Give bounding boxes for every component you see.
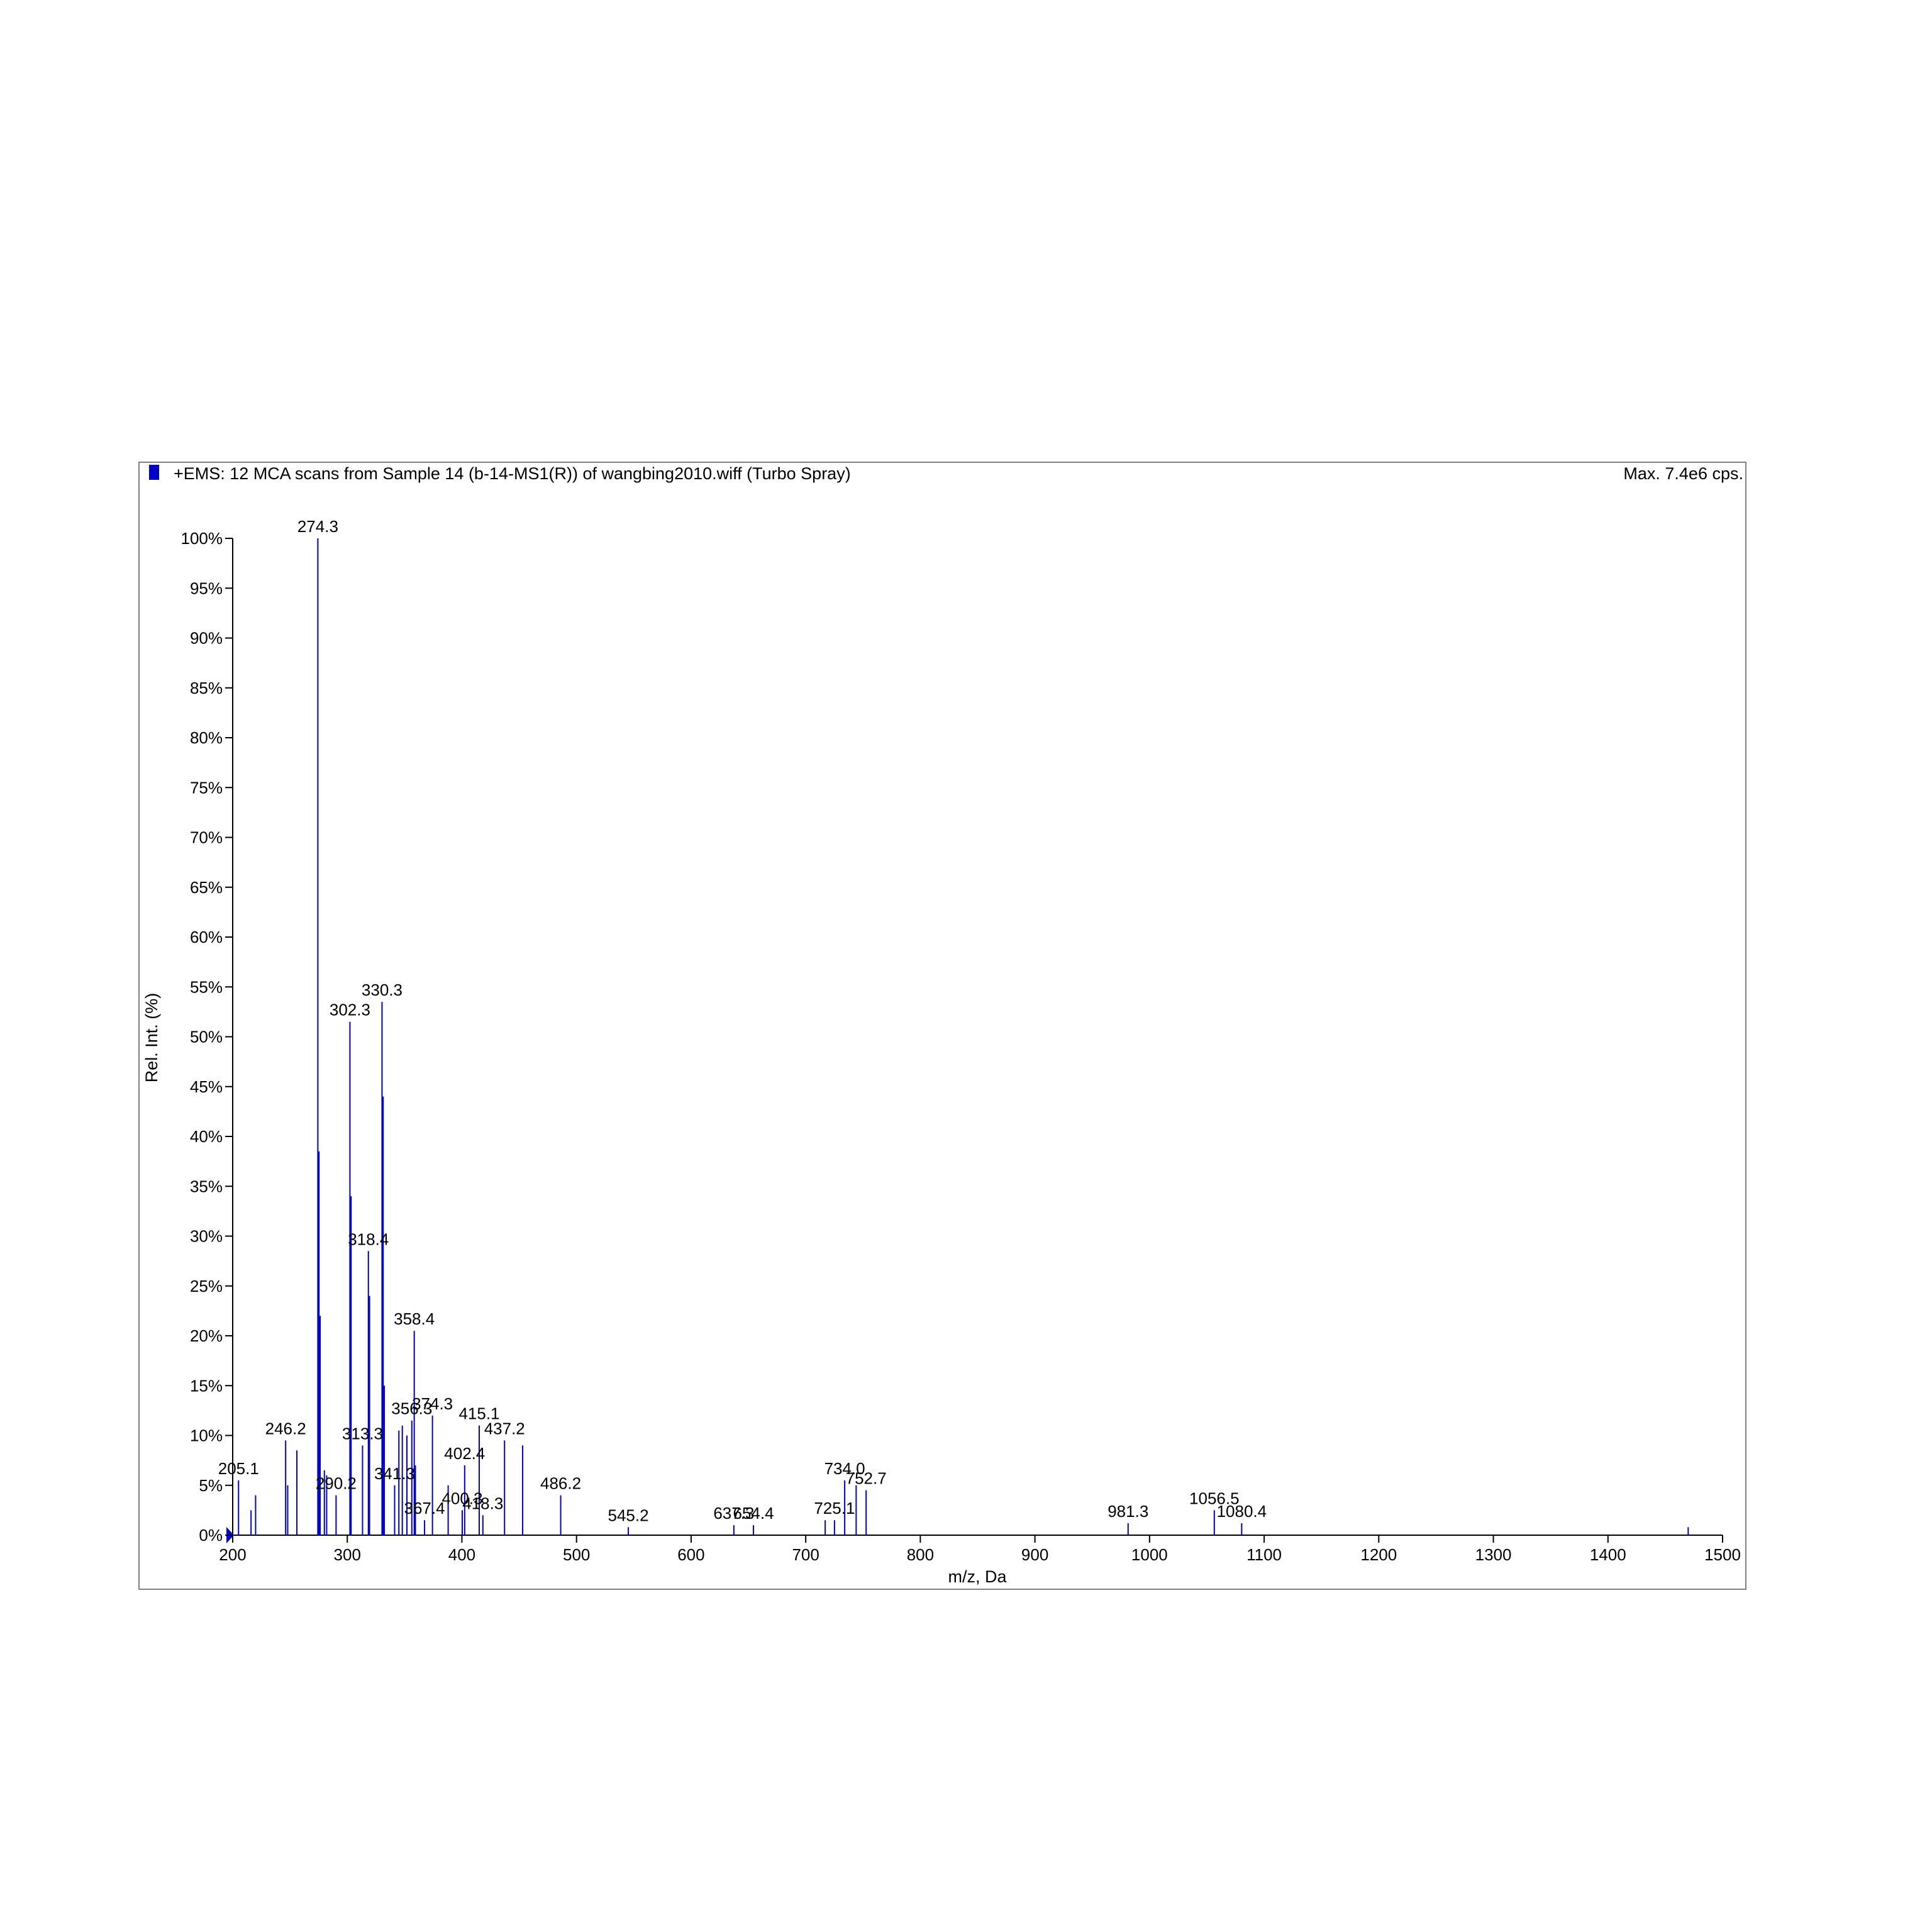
y-tick-label: 55% (190, 977, 223, 996)
peak-label: 981.3 (1108, 1502, 1148, 1521)
peak-label: 330.3 (362, 980, 402, 999)
x-tick-label: 400 (448, 1545, 475, 1564)
y-tick-label: 80% (190, 728, 223, 747)
x-tick-label: 200 (219, 1545, 246, 1564)
peak-label: 318.4 (348, 1230, 389, 1248)
peak-label: 725.1 (814, 1499, 855, 1518)
y-tick-label: 10% (190, 1426, 223, 1445)
y-tick-label: 45% (190, 1077, 223, 1096)
y-tick-label: 50% (190, 1028, 223, 1046)
peak-label: 654.4 (733, 1504, 774, 1523)
peak-label: 418.3 (462, 1494, 503, 1513)
y-tick-label: 0% (199, 1526, 223, 1545)
x-tick-label: 1400 (1590, 1545, 1626, 1564)
peak-label: 402.4 (444, 1444, 485, 1463)
y-tick-label: 40% (190, 1127, 223, 1146)
peak-label: 437.2 (484, 1419, 525, 1438)
max-label: Max. 7.4e6 cps. (1623, 464, 1743, 483)
y-tick-label: 30% (190, 1227, 223, 1246)
y-tick-label: 20% (190, 1326, 223, 1345)
y-tick-label: 70% (190, 828, 223, 847)
peak-label: 400.3 (441, 1489, 482, 1507)
x-tick-label: 700 (792, 1545, 819, 1564)
peak-label: 367.4 (404, 1499, 445, 1518)
y-tick-label: 15% (190, 1376, 223, 1395)
peak-label: 1080.4 (1217, 1502, 1267, 1521)
x-tick-label: 1100 (1246, 1545, 1282, 1564)
peak-label: 246.2 (265, 1419, 306, 1438)
x-tick-label: 1000 (1131, 1545, 1168, 1564)
x-tick-label: 300 (334, 1545, 361, 1564)
peak-label: 341.3 (374, 1464, 415, 1483)
peak-label: 415.1 (458, 1404, 499, 1423)
y-tick-label: 25% (190, 1277, 223, 1296)
peak-label: 752.7 (846, 1469, 887, 1488)
y-tick-label: 5% (199, 1476, 223, 1495)
peak-label: 274.3 (297, 517, 338, 536)
peak-label: 205.1 (218, 1459, 259, 1478)
peak-label: 302.3 (330, 1001, 370, 1019)
x-tick-label: 1500 (1704, 1545, 1741, 1564)
peak-label: 545.2 (608, 1506, 649, 1524)
y-tick-label: 75% (190, 778, 223, 797)
y-tick-label: 90% (190, 629, 223, 648)
x-tick-label: 500 (563, 1545, 590, 1564)
y-tick-label: 60% (190, 928, 223, 947)
y-tick-label: 100% (181, 529, 223, 548)
peak-label: 637.3 (713, 1504, 754, 1523)
frame (138, 462, 1746, 1590)
peak-label: 374.3 (412, 1394, 453, 1413)
chart-title: +EMS: 12 MCA scans from Sample 14 (b-14-… (174, 464, 851, 483)
y-tick-label: 95% (190, 579, 223, 597)
x-tick-label: 1300 (1475, 1545, 1512, 1564)
x-tick-label: 800 (907, 1545, 934, 1564)
x-tick-label: 900 (1021, 1545, 1048, 1564)
y-tick-label: 65% (190, 878, 223, 897)
peak-label: 358.4 (394, 1309, 435, 1328)
series-marker (149, 465, 159, 480)
peak-label: 486.2 (540, 1474, 581, 1493)
y-axis-label: Rel. Int. (%) (142, 993, 161, 1083)
y-tick-label: 85% (190, 679, 223, 697)
x-tick-label: 600 (677, 1545, 704, 1564)
y-tick-label: 35% (190, 1177, 223, 1196)
peak-label: 734.0 (824, 1459, 865, 1478)
peak-label: 356.3 (391, 1399, 432, 1418)
x-axis-label: m/z, Da (948, 1567, 1007, 1586)
peak-label: 290.2 (316, 1474, 357, 1493)
peak-label: 1056.5 (1189, 1489, 1240, 1507)
peak-label: 313.3 (342, 1424, 383, 1443)
x-tick-label: 1200 (1360, 1545, 1397, 1564)
